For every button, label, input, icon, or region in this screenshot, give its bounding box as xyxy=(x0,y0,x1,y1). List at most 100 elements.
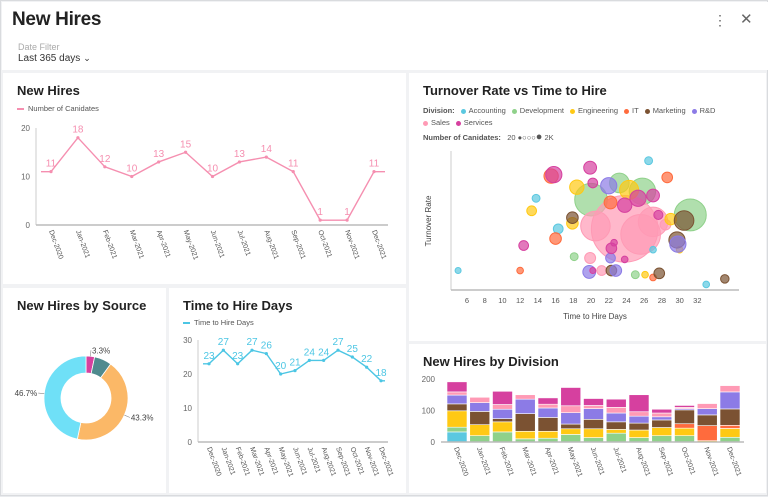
bubble-accounting xyxy=(552,223,564,235)
bar-segment-marketing xyxy=(651,419,673,428)
x-tick-label: 12 xyxy=(516,296,524,305)
data-label: 13 xyxy=(234,149,246,160)
bar-segment-sales xyxy=(492,404,513,410)
donut-slice xyxy=(76,363,129,441)
data-point xyxy=(307,358,311,362)
bar-segment-development xyxy=(446,426,468,433)
legend-swatch xyxy=(17,108,24,111)
data-point xyxy=(264,352,268,356)
x-tick-label: Mar-2021 xyxy=(128,229,145,260)
bar-segment-development xyxy=(674,435,695,443)
bar-segment-marketing xyxy=(469,411,491,425)
legend-item-accounting[interactable]: Accounting xyxy=(468,106,506,115)
x-tick-label: Apr-2021 xyxy=(262,446,278,476)
legend-label: Time to Hire Days xyxy=(194,318,254,327)
bar-segment-sales xyxy=(537,403,559,409)
bubble-engineering xyxy=(641,270,649,279)
legend-item-it[interactable]: IT xyxy=(632,106,639,115)
data-label: 14 xyxy=(261,144,273,155)
source-panel[interactable]: New Hires by Source xyxy=(3,288,166,493)
legend-label: Number of Canidates xyxy=(28,104,99,113)
bar-segment-development xyxy=(492,431,513,443)
data-label: 1 xyxy=(317,207,323,218)
bubble-accounting xyxy=(454,267,462,275)
bar-segment-engineering xyxy=(583,428,604,438)
y-axis-title: Turnover Rate xyxy=(424,195,433,246)
bar-segment-marketing xyxy=(583,419,604,430)
data-label: 15 xyxy=(180,139,192,150)
bar-segment-rd xyxy=(651,416,673,421)
bar-segment-rd xyxy=(583,408,604,420)
x-tick-label: 24 xyxy=(622,296,630,305)
data-point xyxy=(207,362,211,366)
turnover-panel[interactable]: Turnover Rate vs Time to Hire Division: A… xyxy=(409,73,766,341)
bar-segment-it xyxy=(674,423,695,429)
x-tick-label: Dec-2021 xyxy=(725,446,742,477)
bubble-services xyxy=(646,188,660,203)
legend-item-engineering[interactable]: Engineering xyxy=(577,106,619,115)
bubble-sales xyxy=(596,265,608,276)
data-label: 24 xyxy=(318,347,330,358)
close-icon[interactable]: ✕ xyxy=(740,11,753,28)
bubble-accounting xyxy=(644,156,654,166)
x-tick-label: Jun-2021 xyxy=(589,446,606,476)
x-tick-label: Feb-2021 xyxy=(101,229,118,260)
x-tick-label: May-2021 xyxy=(566,446,583,478)
x-tick-label: Sep-2021 xyxy=(289,229,306,260)
x-tick-label: Dec-2021 xyxy=(370,229,387,260)
bar-segment-engineering xyxy=(446,410,468,428)
bubble-development xyxy=(630,270,640,280)
bar-segment-development xyxy=(560,434,582,443)
vertical-dots-icon[interactable]: ⋮ xyxy=(713,12,727,28)
size-legend-min: 20 xyxy=(507,133,516,142)
bubble-rd xyxy=(609,264,623,277)
data-label: 18 xyxy=(375,368,387,379)
bar-segment-sales xyxy=(446,391,468,396)
data-point xyxy=(237,160,242,164)
panel-title: Time to Hire Days xyxy=(183,298,293,313)
legend-item-services[interactable]: Services xyxy=(463,118,493,127)
x-tick-label: Jul-2021 xyxy=(611,446,627,474)
bubble-services xyxy=(610,238,618,247)
bar-segment-development xyxy=(469,435,491,443)
bubble-services xyxy=(545,166,563,184)
bubble-services xyxy=(518,240,530,251)
legend-item-rd[interactable]: R&D xyxy=(699,106,716,115)
date-filter-dropdown[interactable]: Last 365 days ⌄ xyxy=(18,53,91,64)
x-tick-label: Mar-2021 xyxy=(520,446,537,477)
x-tick-label: Nov-2021 xyxy=(343,229,360,260)
bar-segment-sales xyxy=(605,407,627,414)
bar-segment-rd xyxy=(537,407,559,418)
legend-item-sales[interactable]: Sales xyxy=(431,118,450,127)
bar-segment-sales xyxy=(469,396,491,403)
bar-segment-marketing xyxy=(674,409,695,425)
data-point xyxy=(157,160,161,164)
dashboard-header: New Hires Date Filter Last 365 days ⌄ ⋮ ✕ xyxy=(2,2,768,70)
data-point xyxy=(372,170,376,174)
bubble-services xyxy=(583,160,598,175)
data-label: 11 xyxy=(369,159,380,170)
bubble-services xyxy=(589,267,597,275)
legend-dot xyxy=(624,108,630,114)
bar-segment-services xyxy=(583,398,604,406)
legend-item-marketing[interactable]: Marketing xyxy=(652,106,686,115)
bar-segment-engineering xyxy=(560,428,582,435)
new-hires-panel[interactable]: New Hires Number of Canidates xyxy=(3,73,406,284)
bar-segment-sales xyxy=(696,403,718,409)
bar-segment-rd xyxy=(446,394,468,405)
label-leader xyxy=(124,414,130,418)
legend-dot xyxy=(644,108,650,114)
bar-segment-engineering xyxy=(719,428,741,438)
dashboard-title: New Hires xyxy=(12,9,102,30)
legend-item-development[interactable]: Development xyxy=(519,106,564,115)
slice-label: 46.7% xyxy=(15,389,38,398)
data-point xyxy=(130,174,134,179)
time-to-hire-panel[interactable]: Time to Hire Days Time to Hire Days xyxy=(169,288,406,493)
bubble-services xyxy=(620,255,629,264)
data-point xyxy=(49,170,53,174)
slice-label: 3.3% xyxy=(92,346,110,355)
bar-segment-engineering xyxy=(537,430,559,439)
x-tick-label: Aug-2021 xyxy=(262,229,279,260)
panel-title: New Hires xyxy=(17,83,80,98)
